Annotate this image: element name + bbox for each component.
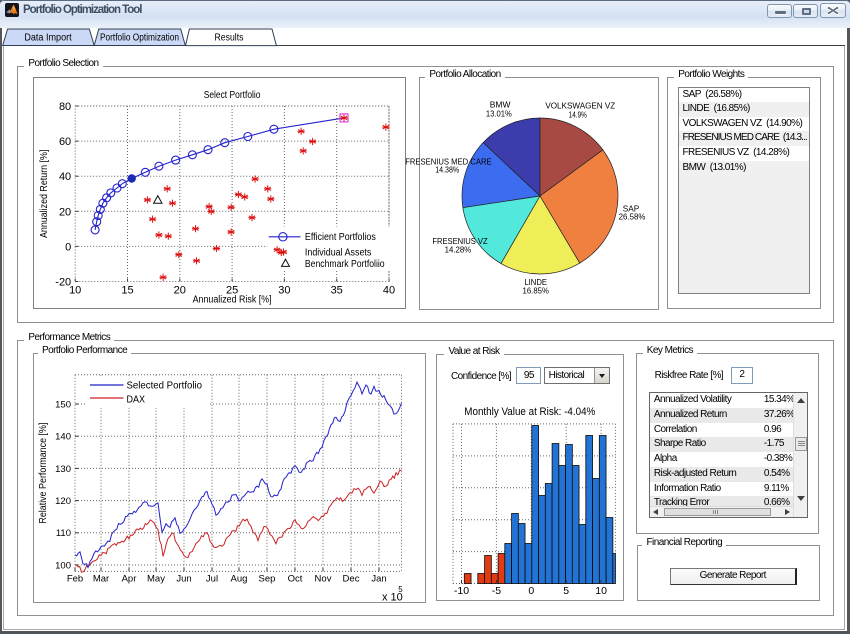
svg-text:5: 5 <box>563 585 569 597</box>
svg-text:-20: -20 <box>55 277 71 289</box>
svg-text:13.01%: 13.01% <box>486 108 512 118</box>
svg-text:Jul: Jul <box>206 573 218 584</box>
svg-text:Annualized Return [%]: Annualized Return [%] <box>39 149 50 238</box>
svg-text:140: 140 <box>55 431 71 442</box>
svg-text:Portfolio Optimization: Portfolio Optimization <box>100 33 179 44</box>
svg-text:26.58%: 26.58% <box>619 212 646 222</box>
svg-text:Relative Performance [%]: Relative Performance [%] <box>38 422 49 523</box>
svg-text:20: 20 <box>58 206 70 218</box>
svg-text:Apr: Apr <box>122 573 137 584</box>
svg-text:FRESENIUS MED CARE: FRESENIUS MED CARE <box>405 157 492 167</box>
svg-text:May: May <box>147 573 165 584</box>
svg-text:LINDE: LINDE <box>524 277 547 287</box>
svg-text:10: 10 <box>69 285 81 297</box>
svg-text:BMW: BMW <box>490 100 511 110</box>
svg-text:14.28%: 14.28% <box>445 244 472 254</box>
svg-text:80: 80 <box>58 101 70 113</box>
svg-text:Benchmark Portfoliio: Benchmark Portfoliio <box>304 259 384 270</box>
svg-text:25: 25 <box>225 285 237 297</box>
svg-text:Feb: Feb <box>67 573 83 584</box>
svg-text:100: 100 <box>55 560 71 571</box>
svg-text:Annualized Risk [%]: Annualized Risk [%] <box>192 295 271 306</box>
svg-text:Individual Assets: Individual Assets <box>304 248 371 259</box>
svg-text:SAP: SAP <box>623 204 640 214</box>
svg-text:Jan: Jan <box>371 573 386 584</box>
svg-text:150: 150 <box>55 399 71 410</box>
svg-text:Select Portfolio: Select Portfolio <box>203 90 260 101</box>
svg-text:Data Import: Data Import <box>24 33 71 44</box>
svg-text:Sep: Sep <box>259 573 276 584</box>
svg-text:0: 0 <box>529 585 535 597</box>
svg-text:5: 5 <box>398 585 403 594</box>
svg-text:20: 20 <box>173 285 185 297</box>
svg-text:Selected Portfolio: Selected Portfolio <box>127 380 203 391</box>
svg-text:14.38%: 14.38% <box>435 164 459 174</box>
svg-text:Oct: Oct <box>288 573 303 584</box>
svg-text:Results: Results <box>215 33 244 44</box>
svg-text:40: 40 <box>382 285 394 297</box>
svg-text:40: 40 <box>58 171 70 183</box>
svg-text:60: 60 <box>58 136 70 148</box>
svg-text:Aug: Aug <box>231 573 248 584</box>
svg-text:FRESENIUS VZ: FRESENIUS VZ <box>432 236 487 246</box>
svg-text:-5: -5 <box>492 585 501 597</box>
svg-text:Efficient Portfolios: Efficient Portfolios <box>304 232 375 243</box>
svg-text:16.85%: 16.85% <box>523 285 550 295</box>
svg-text:0: 0 <box>65 241 71 253</box>
svg-text:110: 110 <box>56 528 71 539</box>
svg-text:120: 120 <box>55 496 71 507</box>
svg-text:130: 130 <box>55 464 71 475</box>
svg-text:14.9%: 14.9% <box>569 110 587 120</box>
svg-text:VOLKSWAGEN VZ: VOLKSWAGEN VZ <box>545 101 615 111</box>
svg-text:Mar: Mar <box>93 573 109 584</box>
svg-text:10: 10 <box>595 585 607 597</box>
svg-text:Monthly Value at Risk: -4.04%: Monthly Value at Risk: -4.04% <box>464 405 595 417</box>
svg-text:Nov: Nov <box>315 573 332 584</box>
svg-text:15: 15 <box>121 285 133 297</box>
svg-text:DAX: DAX <box>127 394 146 405</box>
svg-text:x 10: x 10 <box>382 591 403 603</box>
svg-text:35: 35 <box>330 285 342 297</box>
svg-text:30: 30 <box>278 285 290 297</box>
svg-text:Dec: Dec <box>343 573 360 584</box>
svg-text:Jun: Jun <box>176 573 191 584</box>
svg-text:-10: -10 <box>454 585 469 597</box>
